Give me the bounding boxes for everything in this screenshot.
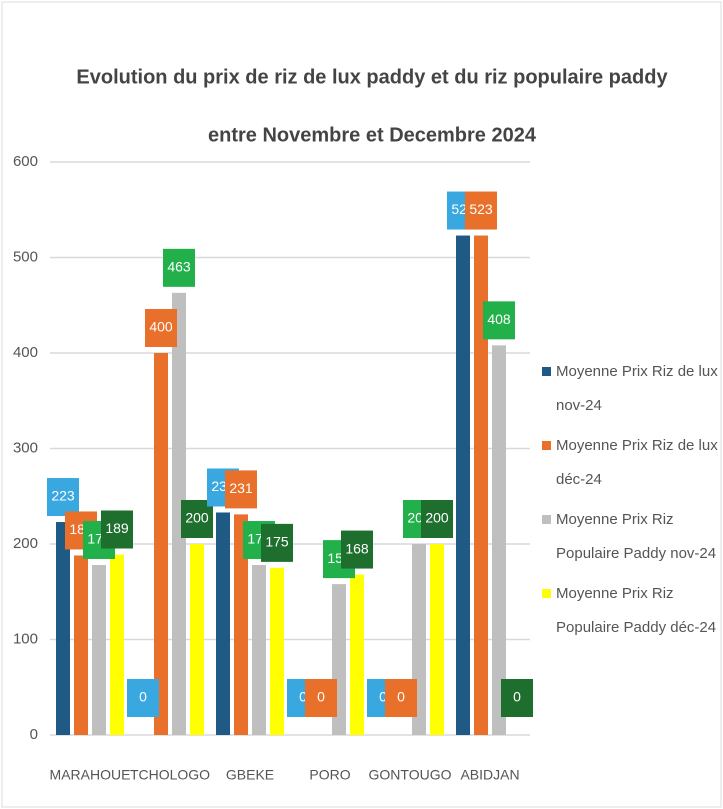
bar — [110, 554, 124, 735]
legend-item: Moyenne Prix Riz Populaire Paddy nov-24 — [542, 503, 720, 571]
data-label: 0 — [139, 689, 147, 705]
data-label: 175 — [265, 534, 289, 550]
y-tick-label: 400 — [13, 344, 38, 361]
y-tick-label: 200 — [13, 535, 38, 552]
data-label-box — [305, 679, 337, 717]
data-label: 200 — [425, 510, 449, 526]
bar — [56, 522, 70, 735]
legend-swatch — [542, 367, 551, 376]
bar — [234, 514, 248, 735]
data-label: 200 — [185, 510, 209, 526]
data-label-box — [47, 478, 79, 517]
bar — [270, 567, 284, 735]
data-label: 0 — [299, 689, 307, 705]
x-tick-label: ABIDJAN — [460, 767, 519, 783]
data-label-box — [145, 309, 177, 347]
bar — [474, 235, 488, 735]
data-label-box — [421, 500, 453, 538]
data-label-box — [465, 191, 497, 230]
bar — [350, 574, 364, 735]
data-label: 463 — [167, 259, 191, 275]
data-label-box — [385, 679, 417, 717]
chart-title: entre Novembre et Decembre 2024 — [208, 124, 537, 146]
bar — [252, 565, 266, 735]
data-label: 0 — [397, 689, 405, 705]
data-label: 408 — [487, 311, 511, 327]
legend: Moyenne Prix Riz de lux nov-24 Moyenne Pr… — [542, 355, 720, 651]
y-tick-label: 300 — [13, 439, 38, 456]
x-tick-label: PORO — [309, 767, 350, 783]
bar — [74, 555, 88, 735]
y-tick-label: 600 — [13, 153, 38, 170]
data-label-box — [341, 530, 373, 569]
bar — [154, 353, 168, 735]
legend-item: Moyenne Prix Riz de lux nov-24 — [542, 355, 720, 423]
x-tick-label: TCHOLOGO — [130, 767, 210, 783]
y-tick-label: 0 — [30, 726, 38, 743]
legend-label: Moyenne Prix Riz Populaire Paddy nov-24 — [556, 511, 717, 562]
legend-swatch — [542, 441, 551, 450]
chart-title: Evolution du prix de riz de lux paddy et… — [76, 66, 668, 88]
legend-label: Moyenne Prix Riz Populaire Paddy déc-24 — [556, 585, 717, 636]
data-label-box — [163, 248, 195, 287]
data-label-box — [101, 510, 133, 549]
data-label: 523 — [469, 201, 493, 217]
y-tick-label: 100 — [13, 630, 38, 647]
data-label-box — [127, 679, 159, 717]
bar — [216, 512, 230, 735]
data-label-box — [483, 301, 515, 340]
x-tick-label: GBEKE — [226, 767, 274, 783]
legend-item: Moyenne Prix Riz de lux déc-24 — [542, 429, 720, 497]
bar — [456, 235, 470, 735]
data-label: 189 — [105, 520, 129, 536]
bar — [92, 565, 106, 735]
bar — [430, 544, 444, 735]
y-tick-label: 500 — [13, 248, 38, 265]
data-label: 400 — [149, 319, 173, 335]
data-label: 0 — [379, 689, 387, 705]
data-label: 223 — [51, 488, 75, 504]
data-label: 0 — [317, 689, 325, 705]
x-tick-label: MARAHOUE — [50, 767, 131, 783]
data-label-box — [261, 523, 293, 562]
data-label-box — [225, 470, 257, 509]
data-label: 168 — [345, 540, 369, 556]
data-label-box — [501, 679, 533, 717]
legend-item: Moyenne Prix Riz Populaire Paddy déc-24 — [542, 577, 720, 645]
data-label: 0 — [513, 689, 521, 705]
legend-swatch — [542, 589, 551, 598]
legend-label: Moyenne Prix Riz de lux nov-24 — [556, 363, 718, 414]
legend-swatch — [542, 515, 551, 524]
bar — [492, 345, 506, 735]
bar — [172, 292, 186, 735]
bar — [190, 544, 204, 735]
x-tick-label: GONTOUGO — [369, 767, 452, 783]
legend-label: Moyenne Prix Riz de lux déc-24 — [556, 437, 718, 488]
data-label: 231 — [229, 480, 253, 496]
